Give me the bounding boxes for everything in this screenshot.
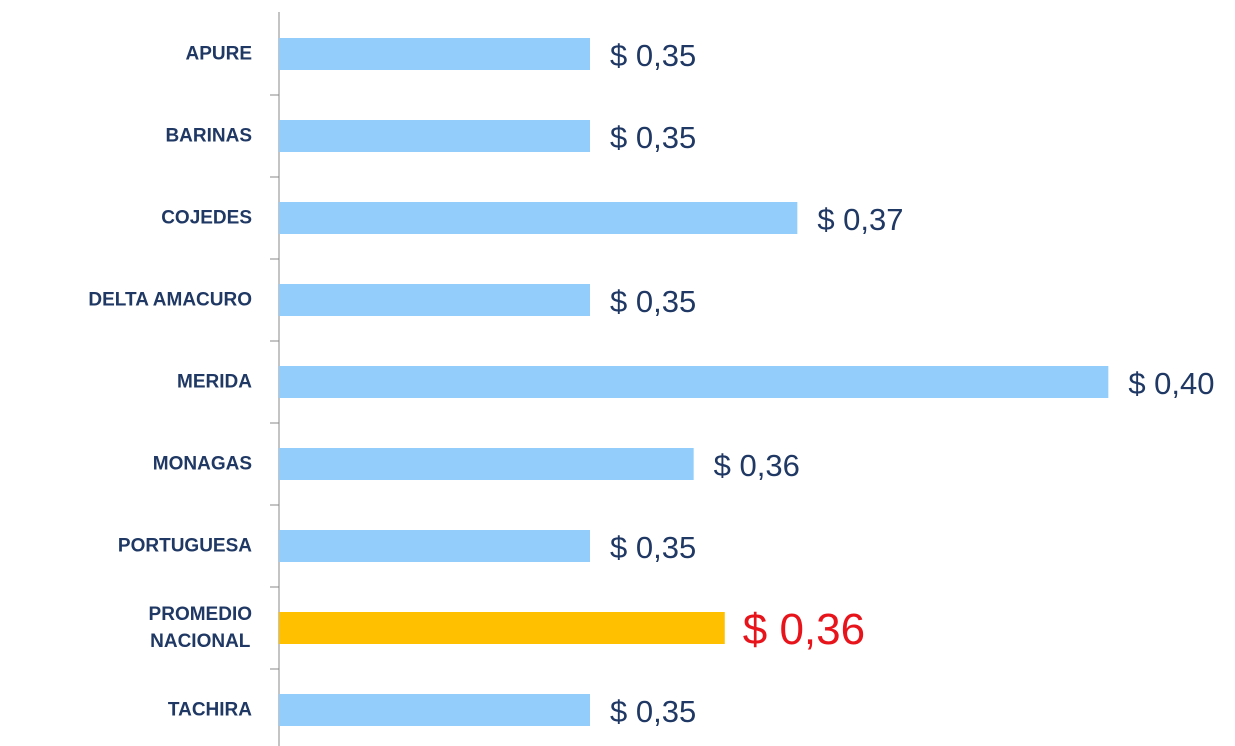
value-label: $ 0,37 — [817, 202, 904, 237]
bar — [279, 366, 1109, 398]
bar — [279, 38, 590, 70]
value-label: $ 0,35 — [610, 694, 697, 729]
y-tick-label: MONAGAS — [152, 453, 252, 475]
y-tick-label: APURE — [185, 43, 252, 65]
bar — [279, 530, 590, 562]
bar — [279, 284, 590, 316]
y-tick-label: PORTUGUESA — [117, 535, 252, 557]
value-label: $ 0,35 — [610, 120, 697, 155]
value-label: $ 0,36 — [713, 448, 800, 483]
value-label: $ 0,35 — [610, 284, 697, 319]
y-tick-label: BARINAS — [165, 125, 252, 147]
bar — [279, 612, 725, 644]
bar — [279, 202, 798, 234]
value-label: $ 0,36 — [742, 605, 866, 654]
value-label: $ 0,35 — [610, 530, 697, 565]
bar — [279, 694, 590, 726]
y-tick-label: COJEDES — [161, 207, 252, 229]
y-tick-label: TACHIRA — [167, 699, 252, 721]
bar — [279, 120, 590, 152]
value-label: $ 0,35 — [610, 38, 697, 73]
y-tick-label: DELTA AMACURO — [88, 289, 252, 311]
y-tick-label: MERIDA — [177, 371, 252, 393]
value-label: $ 0,40 — [1128, 366, 1215, 401]
y-tick-label: PROMEDIO NACIONAL — [148, 604, 252, 652]
bar — [279, 448, 694, 480]
